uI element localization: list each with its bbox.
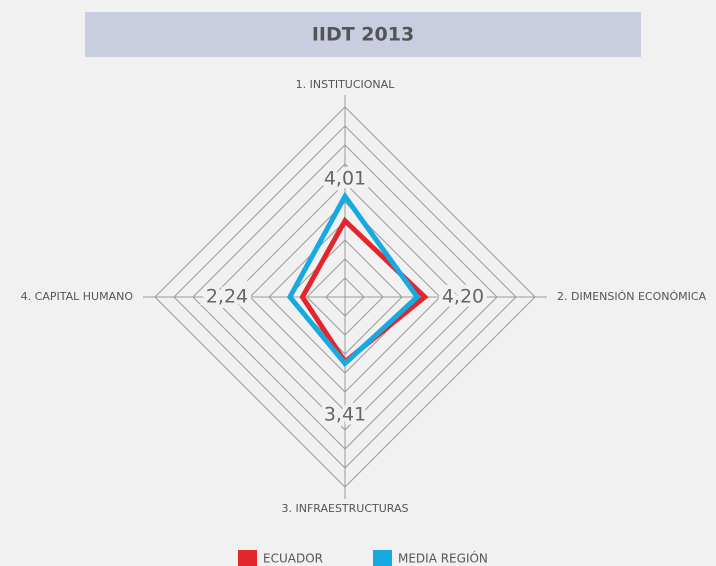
axis-label: 1. INSTITUCIONAL: [296, 78, 396, 91]
axis-label: 4. CAPITAL HUMANO: [21, 290, 134, 303]
value-label: 4,20: [442, 286, 484, 308]
value-label: 3,41: [324, 404, 366, 426]
value-label: 4,01: [324, 168, 366, 190]
title-banner: [85, 12, 641, 57]
series-line: [286, 191, 421, 368]
axis-label: 3. INFRAESTRUCTURAS: [281, 502, 408, 515]
chart-title: IIDT 2013: [312, 24, 414, 46]
value-label: 2,24: [206, 286, 248, 308]
legend-label: MEDIA REGIÓN: [398, 551, 488, 566]
legend-label: ECUADOR: [263, 552, 323, 566]
legend-swatch: [238, 550, 257, 566]
legend-swatch: [372, 550, 392, 566]
axis-label: 2. DIMENSIÓN ECONÓMICA: [557, 290, 707, 303]
